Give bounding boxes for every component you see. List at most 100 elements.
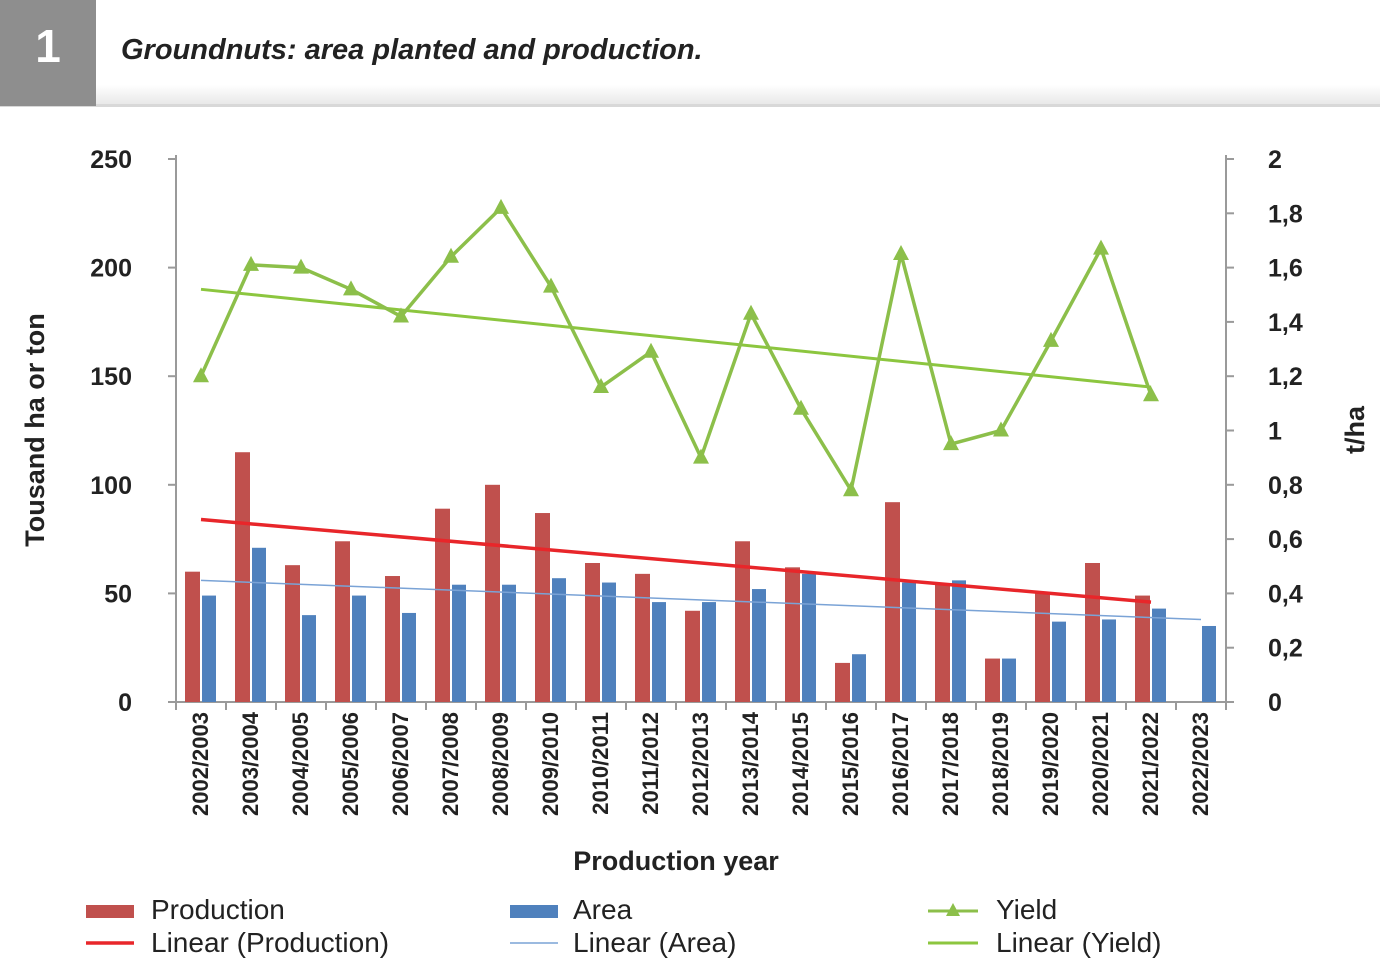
bar-area [1002, 658, 1016, 702]
legend-item-linear-yield: Linear (Yield) [928, 927, 1161, 958]
bar-area [1102, 619, 1116, 702]
y2-tick-label: 0,2 [1268, 635, 1303, 663]
point-yield [643, 342, 659, 358]
bar-area [852, 654, 866, 702]
x-tick-label: 2017/2018 [938, 712, 963, 816]
x-tick-label: 2021/2022 [1138, 712, 1163, 816]
legend-item-linear-area: Linear (Area) [510, 927, 736, 958]
legend-label-production: Production [151, 894, 285, 925]
lines [193, 198, 1202, 621]
legend: Production Area Yield Linear (Production… [86, 894, 1161, 958]
point-yield [493, 198, 509, 214]
figure-number: 1 [0, 0, 96, 106]
x-axis-label: Production year [573, 846, 779, 876]
y-tick-label: 150 [90, 363, 132, 391]
bar-area [1202, 625, 1216, 702]
bar-production [385, 576, 400, 702]
y2-tick-label: 1,8 [1268, 200, 1303, 228]
x-tick-label: 2020/2021 [1088, 712, 1113, 816]
x-tick-label: 2004/2005 [288, 712, 313, 816]
bar-production [335, 541, 350, 702]
trendline-area [200, 579, 1202, 621]
y2-tick-label: 2 [1268, 146, 1282, 174]
bar-area [452, 584, 466, 702]
bar-area [552, 578, 566, 702]
header-divider [0, 104, 1380, 107]
point-yield [693, 448, 709, 464]
y-axis-label: Tousand ha or ton [20, 313, 50, 546]
x-tick-label: 2019/2020 [1038, 712, 1063, 816]
point-yield [293, 258, 309, 274]
legend-swatch-area [510, 905, 558, 918]
bar-production [285, 565, 300, 702]
bar-area [752, 589, 766, 702]
point-yield [393, 307, 409, 323]
y2-tick-label: 1,6 [1268, 255, 1303, 283]
y2-tick-label: 1 [1268, 418, 1282, 446]
x-tick-label: 2018/2019 [988, 712, 1013, 816]
y2-tick-label: 0,6 [1268, 526, 1303, 554]
y-tick-label: 0 [118, 689, 132, 717]
y2-tick-label: 0,4 [1268, 580, 1303, 608]
bar-area [952, 580, 966, 702]
bar-production [785, 567, 800, 702]
legend-item-area: Area [510, 894, 633, 925]
point-yield [443, 247, 459, 263]
legend-item-linear-production: Linear (Production) [86, 927, 389, 958]
bar-production [485, 484, 500, 702]
point-yield [243, 255, 259, 271]
bar-area [202, 595, 216, 702]
bars [185, 452, 1216, 702]
bar-area [1152, 608, 1166, 702]
bar-production [1085, 562, 1100, 702]
point-yield [593, 378, 609, 394]
bar-area [802, 573, 816, 702]
point-yield [1143, 386, 1159, 402]
trendline-yield [200, 287, 1152, 389]
x-tick-label: 2015/2016 [838, 712, 863, 816]
x-tick-label: 2010/2011 [588, 712, 613, 815]
bar-area [902, 582, 916, 702]
legend-label-linear-yield: Linear (Yield) [996, 927, 1161, 958]
x-tick-label: 2008/2009 [488, 712, 513, 816]
bar-production [1135, 595, 1150, 702]
bar-production [635, 573, 650, 702]
y2-axis-label: t/ha [1340, 405, 1370, 454]
x-tick-label: 2013/2014 [738, 711, 763, 816]
y-tick-label: 250 [90, 146, 132, 174]
bar-area [1052, 621, 1066, 702]
bar-area [352, 595, 366, 702]
bar-production [235, 452, 250, 702]
point-yield [893, 245, 909, 261]
x-tick-label: 2022/2023 [1188, 712, 1213, 816]
bar-production [585, 562, 600, 702]
bar-production [885, 502, 900, 702]
point-yield [943, 435, 959, 451]
bar-production [185, 571, 200, 702]
bar-area [302, 615, 316, 702]
legend-item-production: Production [86, 894, 285, 925]
point-yield [843, 481, 859, 497]
y2-tick-label: 1,2 [1268, 363, 1303, 391]
ticks: 0 50 100 150 200 250 0 0,2 0,4 0,6 0,8 1 1,2 1,4 1,6 1,… [90, 146, 1303, 816]
y2-tick-label: 0,8 [1268, 472, 1303, 500]
legend-label-linear-production: Linear (Production) [151, 927, 389, 958]
x-tick-label: 2007/2008 [438, 712, 463, 816]
bar-area [652, 602, 666, 702]
point-yield [743, 304, 759, 320]
x-tick-label: 2005/2006 [338, 712, 363, 816]
bar-area [502, 584, 516, 702]
point-yield [543, 277, 559, 293]
point-yield [193, 367, 209, 383]
legend-label-yield: Yield [996, 894, 1057, 925]
bar-production [835, 662, 850, 702]
bar-area [602, 582, 616, 702]
legend-swatch-production [86, 905, 134, 918]
bar-area [702, 602, 716, 702]
bar-production [985, 658, 1000, 702]
figure-header [0, 0, 1380, 106]
x-tick-label: 2009/2010 [538, 712, 563, 816]
y-tick-label: 50 [104, 580, 132, 608]
line-yield [199, 206, 1153, 492]
